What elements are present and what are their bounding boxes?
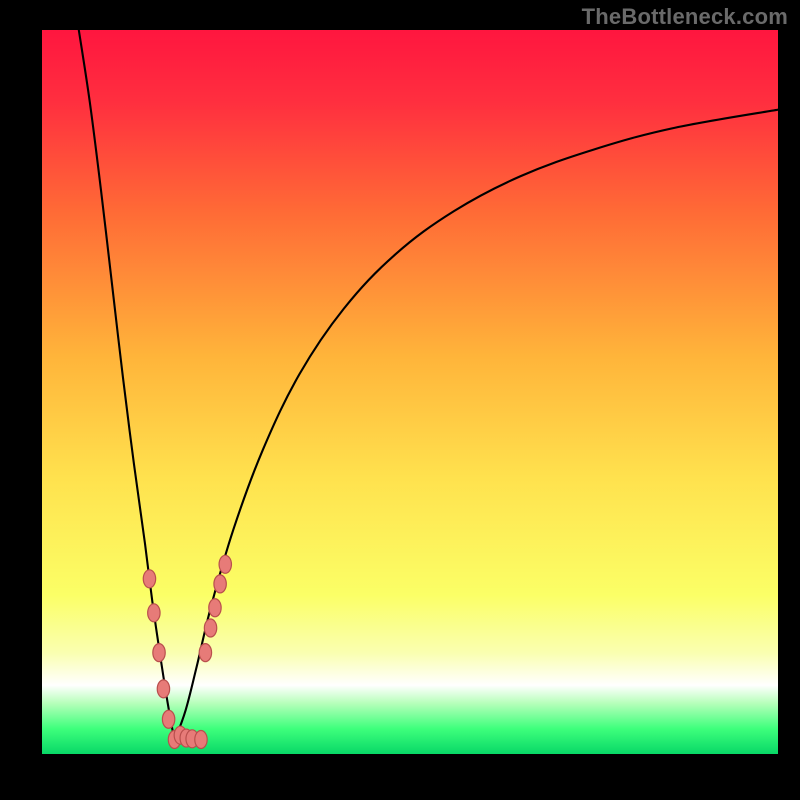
- marker-point: [153, 644, 165, 662]
- marker-point: [195, 731, 207, 749]
- marker-point: [219, 555, 231, 573]
- plot-background: [42, 30, 778, 754]
- watermark-text: TheBottleneck.com: [582, 4, 788, 30]
- marker-point: [209, 599, 221, 617]
- marker-point: [148, 604, 160, 622]
- marker-point: [214, 575, 226, 593]
- marker-point: [162, 710, 174, 728]
- marker-point: [199, 644, 211, 662]
- marker-point: [157, 680, 169, 698]
- marker-point: [143, 570, 155, 588]
- bottleneck-chart-svg: [0, 0, 800, 800]
- chart-stage: TheBottleneck.com: [0, 0, 800, 800]
- marker-point: [204, 619, 216, 637]
